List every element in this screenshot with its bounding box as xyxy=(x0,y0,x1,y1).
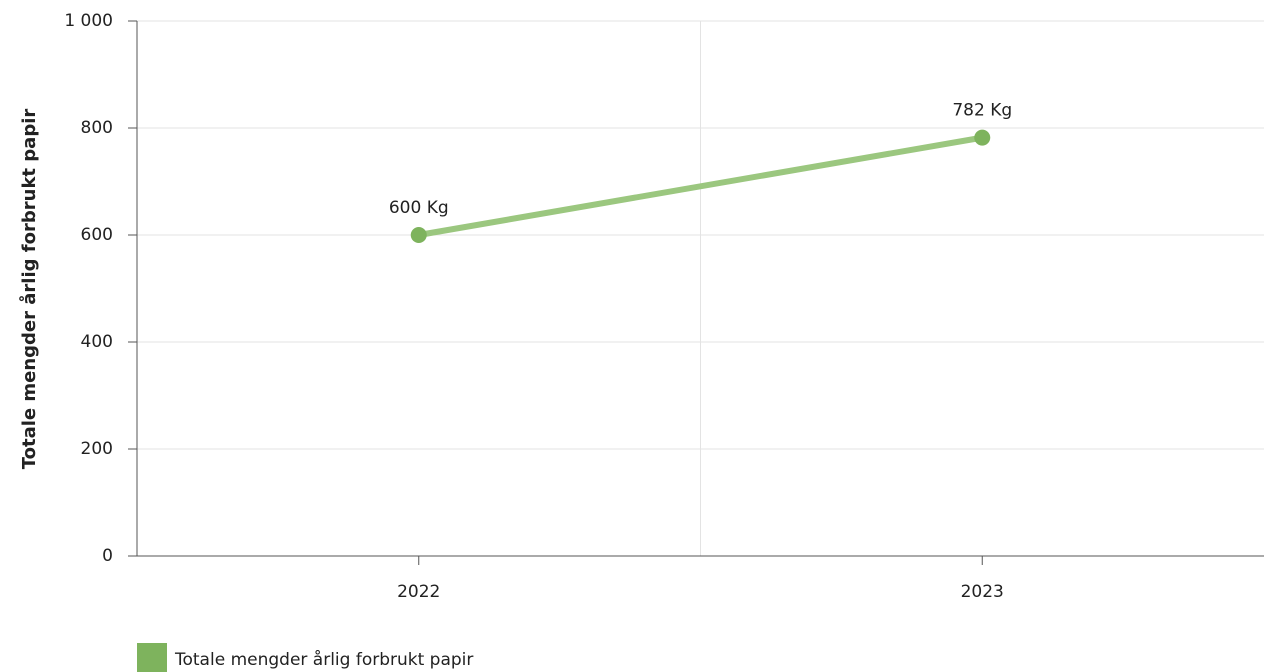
series-line xyxy=(415,134,986,238)
y-axis-title: Totale mengder årlig forbrukt papir xyxy=(18,109,40,470)
legend-swatch xyxy=(137,643,167,672)
y-tick-label: 0 xyxy=(102,546,113,566)
data-label: 782 Kg xyxy=(952,101,1012,121)
point xyxy=(410,227,427,243)
point xyxy=(974,129,991,146)
y-tick-label: 400 xyxy=(81,332,113,352)
legend-label: Totale mengder årlig forbrukt papir xyxy=(174,649,473,670)
data-label: 600 Kg xyxy=(389,198,449,218)
x-tick-label: 2022 xyxy=(397,582,440,602)
y-tick-label: 600 xyxy=(81,225,113,245)
y-tick-label: 1 000 xyxy=(64,11,113,31)
x-tick-label: 2023 xyxy=(961,582,1004,602)
y-tick-label: 200 xyxy=(81,439,113,459)
y-tick-label: 800 xyxy=(81,118,113,138)
